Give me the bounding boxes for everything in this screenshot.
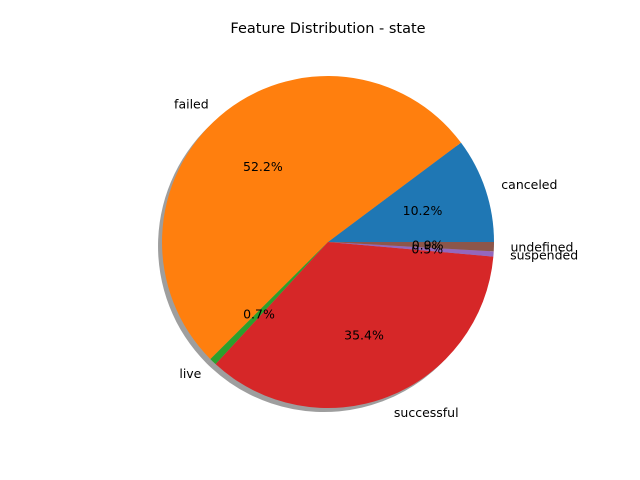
slice-label-failed: failed (174, 96, 209, 111)
slice-pct-failed: 52.2% (243, 159, 283, 174)
chart-title: Feature Distribution - state (230, 21, 425, 37)
slice-failed (162, 76, 461, 360)
slice-pct-suspended: 0.5% (411, 242, 443, 257)
slice-label-canceled: canceled (501, 177, 557, 192)
slice-label-undefined: undefined (511, 240, 574, 255)
slice-suspended (328, 242, 494, 257)
pie-labels: canceled 10.2% failed 52.2% live 0.7% successf… (174, 96, 578, 420)
slice-canceled (328, 142, 494, 242)
slice-label-suspended: suspended (510, 248, 578, 263)
slice-undefined (328, 242, 494, 252)
slice-successful (215, 242, 494, 409)
slice-pct-live: 0.7% (243, 306, 275, 321)
slice-pct-successful: 35.4% (344, 327, 384, 342)
slice-label-live: live (179, 366, 201, 381)
slice-pct-undefined: 0.9% (412, 237, 444, 252)
slice-pct-canceled: 10.2% (403, 203, 443, 218)
slice-label-successful: successful (394, 405, 459, 420)
slice-live (210, 242, 328, 365)
pie-slices (162, 76, 494, 409)
